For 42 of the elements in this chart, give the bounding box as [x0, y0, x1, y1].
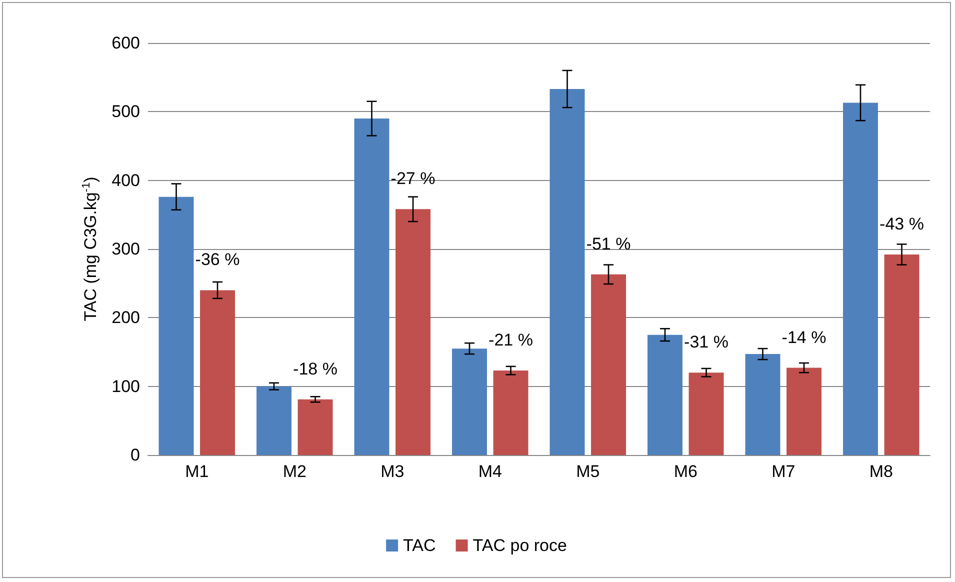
- annotation: -31 %: [684, 332, 728, 352]
- annotation: -14 %: [782, 328, 826, 347]
- bar: [786, 368, 822, 455]
- bar: [843, 102, 878, 455]
- bar: [688, 372, 724, 455]
- y-tick-label: 400: [112, 170, 140, 190]
- annotation: -36 %: [195, 250, 240, 270]
- bar: [354, 118, 390, 455]
- annotation: -18 %: [293, 359, 338, 378]
- y-axis-title: TAC (mg C3G.kg-1): [80, 176, 100, 322]
- bar: [550, 89, 585, 455]
- bar: [452, 348, 487, 455]
- bar: [648, 334, 682, 455]
- y-tick-label: 200: [112, 308, 140, 328]
- bar: [591, 274, 626, 455]
- annotation: -51 %: [586, 234, 631, 254]
- x-tick-label: M8: [869, 462, 893, 481]
- x-tick-label: M5: [576, 462, 600, 481]
- x-tick-label: M1: [185, 462, 209, 481]
- y-tick-label: 0: [130, 446, 140, 464]
- bar: [493, 370, 528, 455]
- bar: [884, 254, 920, 455]
- bar: [200, 290, 235, 455]
- y-tick-label: 600: [112, 34, 140, 52]
- x-tick-label: M6: [674, 462, 698, 481]
- annotation: -27 %: [390, 169, 436, 188]
- annotation: -21 %: [488, 330, 533, 350]
- x-tick-label: M4: [478, 462, 502, 481]
- annotation: -43 %: [880, 214, 924, 234]
- bar: [396, 209, 430, 455]
- legend-label: TAC po roce: [472, 536, 567, 555]
- x-tick-label: M2: [282, 462, 306, 481]
- bar: [745, 354, 780, 455]
- y-tick-label: 100: [112, 376, 140, 396]
- y-tick-label: 500: [112, 102, 140, 122]
- x-tick-label: M3: [380, 462, 404, 481]
- y-tick-label: 300: [112, 240, 140, 258]
- bar: [298, 399, 333, 455]
- bar: [158, 196, 194, 455]
- bar: [256, 386, 292, 455]
- legend-label: TAC: [403, 536, 436, 555]
- x-tick-label: M7: [772, 462, 796, 481]
